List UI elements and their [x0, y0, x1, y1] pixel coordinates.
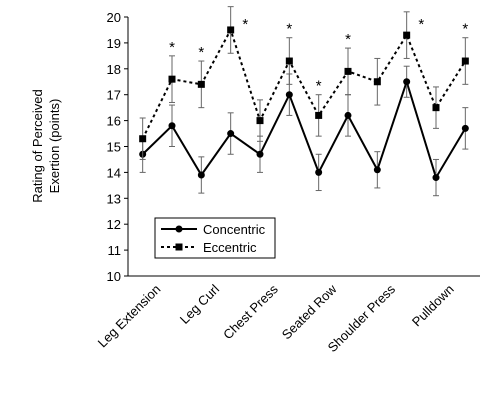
point: [168, 122, 176, 130]
point: [227, 26, 235, 34]
point: [285, 91, 293, 99]
y-tick-label: 17: [107, 88, 121, 103]
annotation: *: [242, 16, 248, 33]
y-axis-label: Rating of Perceived: [30, 89, 45, 202]
point: [168, 75, 176, 83]
annotation: *: [345, 31, 351, 48]
point: [197, 80, 205, 88]
y-tick-label: 12: [107, 217, 121, 232]
point: [315, 111, 323, 119]
point: [403, 78, 411, 86]
point: [461, 124, 469, 132]
annotation: *: [169, 39, 175, 56]
y-tick-label: 16: [107, 114, 121, 129]
series-line: [141, 78, 467, 181]
series-line: [141, 27, 467, 140]
x-tick-label: Leg Curl: [177, 281, 222, 326]
point: [227, 130, 235, 138]
point: [139, 135, 147, 143]
point: [197, 171, 205, 179]
point: [373, 78, 381, 86]
y-tick-label: 10: [107, 269, 121, 284]
x-tick-label: Seated Row: [279, 281, 340, 342]
point: [344, 111, 352, 119]
legend-box: [154, 217, 276, 259]
annotation: *: [418, 16, 424, 33]
point: [344, 67, 352, 75]
legend-marker: [175, 243, 183, 251]
point: [256, 117, 264, 125]
y-tick-label: 14: [107, 165, 121, 180]
legend-label: Eccentric: [203, 240, 257, 255]
y-tick-label: 15: [107, 140, 121, 155]
point: [432, 104, 440, 112]
point: [403, 31, 411, 39]
x-tick-label: Pulldown: [409, 282, 457, 330]
point: [256, 150, 264, 158]
point: [432, 174, 440, 182]
y-tick-label: 13: [107, 191, 121, 206]
annotation: *: [462, 21, 468, 38]
y-tick-label: 19: [107, 36, 121, 51]
y-tick-label: 20: [107, 10, 121, 25]
point: [373, 166, 381, 174]
annotation: *: [286, 21, 292, 38]
annotation: *: [316, 78, 322, 95]
annotation: *: [198, 44, 204, 61]
point: [461, 57, 469, 65]
y-tick-label: 11: [108, 243, 122, 258]
x-tick-label: Chest Press: [220, 281, 281, 342]
legend-label: Concentric: [203, 222, 266, 237]
y-axis-label: Exertion (points): [47, 99, 62, 194]
point: [315, 168, 323, 176]
x-tick-label: Leg Extension: [95, 282, 164, 351]
y-tick-label: 18: [107, 62, 121, 77]
legend-marker: [175, 225, 183, 233]
point: [285, 57, 293, 65]
